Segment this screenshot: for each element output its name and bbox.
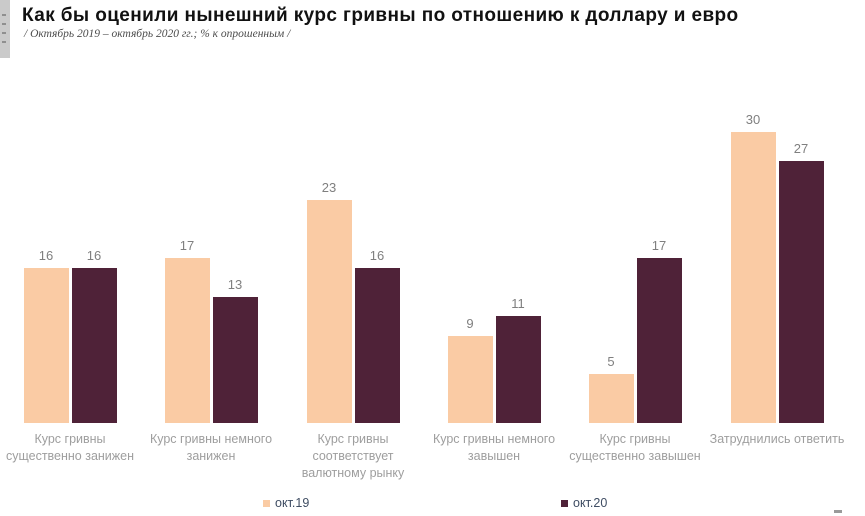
bar-value-label: 9 bbox=[466, 316, 474, 331]
legend-item-okt19: окт.19 bbox=[263, 495, 309, 511]
bar-value-label: 17 bbox=[179, 238, 195, 253]
bar-value-label: 27 bbox=[793, 141, 809, 156]
bar-series1-cat6 bbox=[730, 132, 776, 423]
bar-series1-cat2 bbox=[164, 258, 210, 423]
corner-mark bbox=[834, 510, 842, 513]
bar-series2-cat2 bbox=[212, 297, 258, 423]
legend-item-okt20: окт.20 bbox=[561, 495, 607, 511]
bar-series2-cat4 bbox=[495, 316, 541, 423]
category-label: Курс гривны существенно завышен bbox=[569, 432, 701, 463]
strip-mark bbox=[2, 14, 6, 16]
bar-series2-cat1 bbox=[71, 268, 117, 423]
strip-mark bbox=[2, 41, 6, 43]
legend-swatch-okt19 bbox=[263, 499, 270, 507]
category-label: Затруднились ответить bbox=[709, 432, 845, 446]
bar-value-label: 30 bbox=[745, 112, 761, 127]
legend-label-okt19: окт.19 bbox=[275, 496, 310, 510]
strip-mark bbox=[2, 32, 6, 34]
bar-value-label: 11 bbox=[511, 296, 525, 311]
page-subtitle: / Октябрь 2019 – октябрь 2020 гг.; % к о… bbox=[24, 28, 291, 40]
legend: окт.19 окт.20 bbox=[0, 495, 865, 513]
bar-series1-cat1 bbox=[23, 268, 69, 423]
bar-value-label: 5 bbox=[607, 354, 615, 369]
bar-value-label: 16 bbox=[369, 248, 385, 263]
bar-series1-cat4 bbox=[447, 336, 493, 423]
bar-value-label: 13 bbox=[227, 277, 243, 292]
side-strip bbox=[0, 0, 10, 58]
bar-value-label: 17 bbox=[651, 238, 667, 253]
bar-value-label: 16 bbox=[38, 248, 54, 263]
bar-series2-cat5 bbox=[636, 258, 682, 423]
bar-series2-cat3 bbox=[354, 268, 400, 423]
bar-value-label: 23 bbox=[321, 180, 337, 195]
page-title: Как бы оценили нынешний курс гривны по о… bbox=[22, 5, 739, 26]
category-label: Курс гривны немного завышен bbox=[432, 432, 556, 463]
legend-swatch-okt20 bbox=[561, 499, 568, 507]
category-label: Курс гривны существенно занижен bbox=[5, 432, 135, 463]
strip-mark bbox=[2, 23, 6, 25]
bar-series1-cat5 bbox=[588, 374, 634, 423]
bar-series2-cat6 bbox=[778, 161, 824, 423]
bar-series1-cat3 bbox=[306, 200, 352, 423]
bar-value-label: 16 bbox=[86, 248, 102, 263]
category-label: Курс гривны соответствует валютному рынк… bbox=[301, 432, 405, 480]
legend-label-okt20: окт.20 bbox=[573, 496, 608, 510]
category-label: Курс гривны немного занижен bbox=[149, 432, 273, 463]
